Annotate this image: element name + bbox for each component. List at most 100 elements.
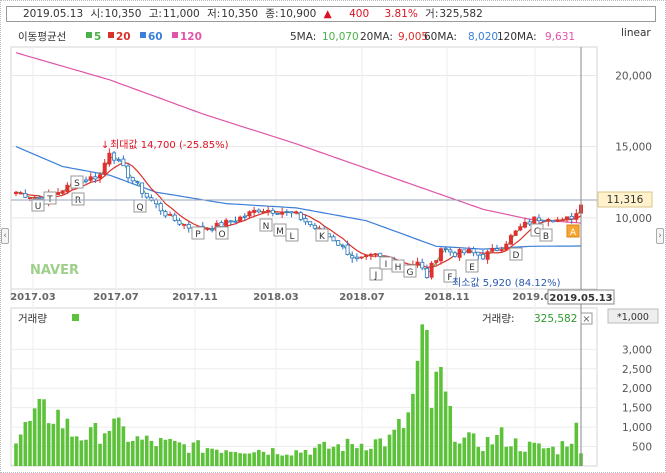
candle-body bbox=[574, 213, 579, 220]
ma-value-label: 20MA: bbox=[360, 31, 393, 43]
ma60-path bbox=[15, 146, 581, 250]
volume-bar bbox=[46, 423, 51, 466]
volume-bar bbox=[37, 398, 42, 466]
candle-body bbox=[158, 203, 163, 212]
volume-bar bbox=[303, 449, 308, 466]
volume-bar bbox=[378, 438, 383, 466]
volume-bar bbox=[541, 448, 546, 466]
volume-bar bbox=[285, 454, 289, 466]
candle-body bbox=[84, 179, 89, 182]
volume-bar bbox=[420, 324, 425, 466]
candle-body bbox=[508, 235, 513, 245]
scroll-right-handle[interactable]: › bbox=[656, 228, 664, 244]
volume-bar bbox=[555, 454, 560, 466]
volume-bar bbox=[443, 391, 448, 466]
price-tick-label: 15,000 bbox=[615, 142, 652, 154]
candle-body bbox=[504, 243, 509, 251]
volume-bar bbox=[569, 443, 574, 466]
volume-bar bbox=[317, 444, 322, 466]
open-label: 시: bbox=[90, 8, 104, 20]
volume-bar bbox=[369, 448, 373, 466]
ma120-swatch bbox=[172, 32, 178, 38]
marker-label: P bbox=[195, 230, 201, 240]
candle-body bbox=[345, 244, 350, 256]
marker-label: G bbox=[407, 268, 414, 278]
volume-panel-close-button[interactable] bbox=[580, 312, 593, 325]
candle-body bbox=[98, 174, 103, 179]
close-icon[interactable]: × bbox=[582, 314, 590, 325]
ma-legend-title: 이동평균선 bbox=[18, 31, 66, 43]
volume-bar bbox=[88, 427, 93, 466]
volume-bar bbox=[359, 443, 364, 466]
candle-body bbox=[107, 152, 112, 165]
volume-bar bbox=[257, 449, 261, 466]
time-tick-label: 2017.11 bbox=[172, 292, 218, 303]
candle-body bbox=[368, 253, 373, 256]
volume-bar bbox=[401, 428, 406, 466]
candle-body bbox=[564, 216, 569, 221]
volume-bar bbox=[252, 452, 256, 466]
candle-body bbox=[172, 214, 177, 221]
volume-bar bbox=[158, 438, 163, 466]
marker-o bbox=[215, 226, 229, 240]
volume-bar bbox=[144, 435, 149, 466]
volume-bar bbox=[509, 446, 513, 466]
volume-bar bbox=[467, 432, 471, 466]
candle-body bbox=[280, 211, 285, 215]
volume-bar bbox=[182, 444, 186, 466]
volume-swatch bbox=[72, 314, 79, 321]
ohlc-header: 2019.05.13 시:10,350 고:11,000 저:10,350 종:… bbox=[6, 6, 656, 22]
candle-body bbox=[228, 220, 233, 223]
marker-e bbox=[465, 259, 479, 273]
marker-b bbox=[539, 228, 553, 242]
volume-bar bbox=[513, 438, 518, 466]
volume-bar bbox=[70, 436, 74, 466]
volume-bar bbox=[373, 439, 378, 466]
marker-label: D bbox=[513, 251, 520, 261]
ma-value: 9,005 bbox=[398, 31, 428, 43]
close-value: 10,900 bbox=[279, 8, 317, 20]
candle-body bbox=[60, 190, 65, 194]
volume-bar bbox=[65, 418, 70, 466]
ma-value-label: 60MA: bbox=[424, 31, 457, 43]
high-value: 11,000 bbox=[162, 8, 200, 20]
volume-bar bbox=[551, 446, 555, 466]
ma-value-label: 5MA: bbox=[290, 31, 316, 43]
volume-bar bbox=[84, 439, 88, 466]
candle-body bbox=[135, 181, 140, 183]
volume-bar bbox=[341, 450, 345, 466]
candle-body bbox=[308, 221, 313, 226]
candle-body bbox=[331, 236, 336, 242]
volume-bar bbox=[60, 428, 65, 466]
volume-bar bbox=[154, 446, 158, 466]
volume-bar bbox=[112, 418, 116, 466]
max-arrow-icon: ↓ bbox=[101, 140, 109, 151]
ma60-swatch bbox=[140, 32, 146, 38]
candle-body bbox=[23, 192, 28, 198]
candle-body bbox=[378, 252, 383, 257]
candle-body bbox=[126, 165, 131, 179]
marker-p bbox=[191, 226, 205, 240]
ma20-line bbox=[15, 162, 582, 269]
volume-bar bbox=[135, 436, 140, 466]
volume-bar bbox=[485, 436, 490, 466]
time-tick-label: 2018.07 bbox=[339, 292, 385, 303]
time-tick-label: 2017.03 bbox=[10, 292, 56, 303]
volume-bar bbox=[93, 422, 98, 466]
ma60-label: 60 bbox=[148, 31, 163, 43]
volume-bar bbox=[453, 441, 457, 466]
volume-bar bbox=[186, 452, 191, 466]
volume-bar bbox=[233, 452, 238, 466]
volume-bar bbox=[406, 412, 411, 466]
volume-bar bbox=[271, 448, 275, 466]
scroll-left-handle[interactable]: ‹ bbox=[1, 228, 9, 244]
open-value: 10,350 bbox=[104, 8, 142, 20]
ma60-line bbox=[15, 146, 581, 250]
volume-bar bbox=[439, 366, 443, 466]
volume-bar bbox=[32, 408, 37, 466]
candle-body bbox=[168, 213, 173, 216]
volume-bar bbox=[280, 455, 284, 466]
candle-body bbox=[266, 209, 271, 213]
volume-bar bbox=[126, 441, 130, 466]
scale-mode-toggle[interactable]: linear bbox=[621, 27, 651, 39]
